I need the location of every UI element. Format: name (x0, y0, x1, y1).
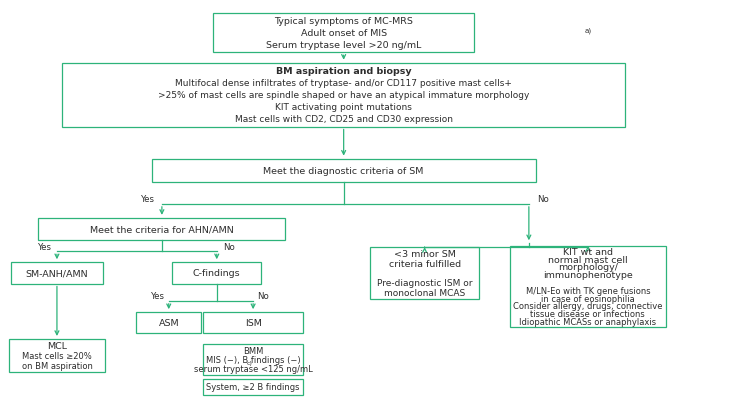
Text: KIT activating point mutations: KIT activating point mutations (275, 103, 412, 112)
Text: <3 minor SM: <3 minor SM (394, 249, 456, 258)
Text: serum tryptase <125 ng/mL: serum tryptase <125 ng/mL (194, 364, 312, 373)
Text: System, ≥2 B findings: System, ≥2 B findings (206, 382, 300, 391)
Text: MCL: MCL (47, 341, 67, 350)
Text: c): c) (247, 360, 252, 365)
Text: Yes: Yes (141, 195, 155, 204)
Bar (10, 263, 104, 284)
Bar (370, 247, 480, 299)
Text: Yes: Yes (38, 242, 52, 251)
Text: ISM: ISM (245, 318, 261, 327)
Text: Meet the criteria for AHN/AMN: Meet the criteria for AHN/AMN (90, 225, 234, 234)
Bar (204, 312, 303, 333)
Text: criteria fulfilled: criteria fulfilled (388, 259, 461, 268)
Text: monoclonal MCAS: monoclonal MCAS (384, 288, 465, 297)
Text: a): a) (585, 27, 591, 33)
Bar (136, 312, 201, 333)
Text: No: No (258, 291, 269, 300)
Text: immunophenotype: immunophenotype (543, 271, 633, 280)
Text: ASM: ASM (158, 318, 179, 327)
Bar (510, 247, 666, 327)
Text: C-findings: C-findings (193, 269, 240, 278)
Text: in case of eosinophilia: in case of eosinophilia (541, 294, 635, 303)
Bar (38, 218, 286, 241)
Text: MIS (−), B findings (−): MIS (−), B findings (−) (206, 355, 300, 364)
Text: Typical symptoms of MC-MRS: Typical symptoms of MC-MRS (275, 17, 413, 26)
Text: Idiopathic MCASs or anaphylaxis: Idiopathic MCASs or anaphylaxis (519, 317, 656, 326)
Text: Adult onset of MIS: Adult onset of MIS (300, 29, 387, 38)
Text: Pre-diagnostic ISM or: Pre-diagnostic ISM or (377, 278, 472, 287)
Bar (204, 379, 303, 394)
Text: No: No (223, 242, 235, 251)
Text: Mast cells ≥20%: Mast cells ≥20% (22, 351, 92, 360)
Bar (172, 263, 261, 284)
Text: normal mast cell: normal mast cell (548, 255, 628, 264)
Text: Serum tryptase level >20 ng/mL: Serum tryptase level >20 ng/mL (266, 41, 421, 50)
Text: morphology/: morphology/ (558, 263, 618, 272)
Bar (9, 339, 105, 372)
Text: >25% of mast cells are spindle shaped or have an atypical immature morphology: >25% of mast cells are spindle shaped or… (158, 91, 529, 100)
Text: tissue disease or infections: tissue disease or infections (531, 310, 645, 318)
Text: Meet the diagnostic criteria of SM: Meet the diagnostic criteria of SM (263, 166, 424, 176)
Text: on BM aspiration: on BM aspiration (21, 361, 92, 370)
Text: Yes: Yes (152, 291, 166, 300)
Text: BMM: BMM (243, 346, 263, 355)
Text: No: No (536, 195, 548, 204)
Text: M/LN-Eo with TK gene fusions: M/LN-Eo with TK gene fusions (525, 286, 650, 295)
Bar (213, 14, 474, 53)
Text: Mast cells with CD2, CD25 and CD30 expression: Mast cells with CD2, CD25 and CD30 expre… (235, 115, 453, 124)
Text: KIT wt and: KIT wt and (563, 247, 613, 256)
Text: Consider allergy, drugs, connective: Consider allergy, drugs, connective (513, 302, 662, 311)
Text: SM-ANH/AMN: SM-ANH/AMN (26, 269, 88, 278)
Text: Multifocal dense infiltrates of tryptase- and/or CD117 positive mast cells+: Multifocal dense infiltrates of tryptase… (175, 79, 512, 88)
Bar (152, 159, 536, 183)
Bar (204, 344, 303, 375)
Bar (62, 64, 625, 127)
Text: BM aspiration and biopsy: BM aspiration and biopsy (276, 67, 411, 76)
